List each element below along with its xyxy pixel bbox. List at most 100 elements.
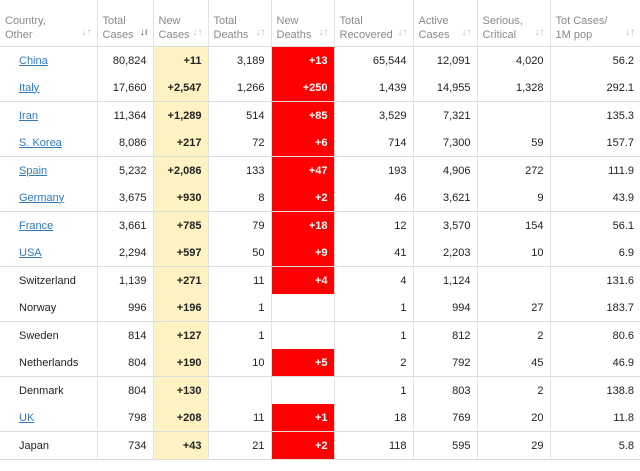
sort-desc-icon[interactable]: ↓ı bbox=[139, 27, 148, 38]
active-cases-cell: 7,300 bbox=[413, 129, 478, 157]
country-link[interactable]: Iran bbox=[19, 109, 38, 122]
total-deaths-cell: 50 bbox=[208, 239, 272, 267]
country-name: Switzerland bbox=[19, 274, 76, 287]
total-recovered-cell: 3,529 bbox=[334, 101, 414, 129]
sort-icon[interactable]: ↓↑ bbox=[255, 27, 266, 38]
country-link[interactable]: China bbox=[19, 54, 48, 67]
new-deaths-cell bbox=[271, 376, 335, 404]
active-cases-cell: 792 bbox=[413, 349, 478, 377]
col-new-deaths-header[interactable]: New Deaths ↓↑ bbox=[271, 0, 335, 47]
new-deaths-cell: +9 bbox=[271, 239, 335, 267]
new-cases-cell: +217 bbox=[153, 129, 209, 157]
total-recovered-cell: 1 bbox=[334, 294, 414, 322]
col-serious-critical-header[interactable]: Serious, Critical ↓↑ bbox=[477, 0, 551, 47]
country-cell[interactable]: France bbox=[0, 211, 98, 239]
serious-critical-cell: 20 bbox=[477, 404, 551, 432]
country-cell[interactable]: Italy bbox=[0, 74, 98, 102]
total-deaths-cell: 8 bbox=[208, 184, 272, 212]
header-row: Country, Other ↓↑ Total Cases ↓ı New Cases ↓↑… bbox=[0, 0, 640, 47]
total-cases-cell: 1,139 bbox=[97, 266, 154, 294]
active-cases-cell: 812 bbox=[413, 321, 478, 349]
active-cases-cell: 3,570 bbox=[413, 211, 478, 239]
total-deaths-cell: 11 bbox=[208, 266, 272, 294]
per-million-cell: 11.8 bbox=[550, 404, 640, 432]
col-total-deaths-header[interactable]: Total Deaths ↓↑ bbox=[208, 0, 272, 47]
new-deaths-cell: +4 bbox=[271, 266, 335, 294]
country-cell[interactable]: S. Korea bbox=[0, 129, 98, 157]
col-active-cases-header[interactable]: Active Cases ↓↑ bbox=[413, 0, 478, 47]
country-link[interactable]: S. Korea bbox=[19, 136, 62, 149]
total-recovered-cell: 65,544 bbox=[334, 46, 414, 74]
new-cases-cell: +271 bbox=[153, 266, 209, 294]
active-cases-cell: 994 bbox=[413, 294, 478, 322]
total-recovered-cell: 4 bbox=[334, 266, 414, 294]
col-new-cases-header[interactable]: New Cases ↓↑ bbox=[153, 0, 209, 47]
new-cases-cell: +2,086 bbox=[153, 156, 209, 184]
total-cases-cell: 996 bbox=[97, 294, 154, 322]
table-row: Japan 734 +43 21 +2 118 595 29 5.8 bbox=[0, 431, 640, 460]
serious-critical-cell: 59 bbox=[477, 129, 551, 157]
country-cell[interactable]: UK bbox=[0, 404, 98, 432]
country-cell[interactable]: Spain bbox=[0, 156, 98, 184]
country-link[interactable]: Italy bbox=[19, 81, 40, 94]
total-deaths-cell: 1 bbox=[208, 294, 272, 322]
total-cases-cell: 5,232 bbox=[97, 156, 154, 184]
new-cases-cell: +930 bbox=[153, 184, 209, 212]
col-country-header[interactable]: Country, Other ↓↑ bbox=[0, 0, 98, 47]
total-recovered-cell: 41 bbox=[334, 239, 414, 267]
country-name: Japan bbox=[19, 439, 49, 452]
table-row: UK 798 +208 11 +1 18 769 20 11.8 bbox=[0, 404, 640, 432]
col-total-recovered-header[interactable]: Total Recovered ↓↑ bbox=[334, 0, 414, 47]
country-cell[interactable]: Iran bbox=[0, 101, 98, 129]
country-link[interactable]: Germany bbox=[19, 191, 65, 204]
new-deaths-cell bbox=[271, 321, 335, 349]
table-row: Norway 996 +196 1 1 994 27 183.7 bbox=[0, 294, 640, 322]
sort-icon[interactable]: ↓↑ bbox=[625, 27, 635, 38]
new-deaths-cell: +1 bbox=[271, 404, 335, 432]
sort-icon[interactable]: ↓↑ bbox=[534, 27, 545, 38]
country-cell[interactable]: China bbox=[0, 46, 98, 74]
table-row: Iran 11,364 +1,289 514 +85 3,529 7,321 135.3 bbox=[0, 101, 640, 129]
per-million-cell: 43.9 bbox=[550, 184, 640, 212]
country-cell[interactable]: USA bbox=[0, 239, 98, 267]
table-row: Switzerland 1,139 +271 11 +4 4 1,124 131.6 bbox=[0, 266, 640, 294]
new-deaths-cell: +2 bbox=[271, 431, 335, 460]
country-cell: Netherlands bbox=[0, 349, 98, 377]
active-cases-cell: 12,091 bbox=[413, 46, 478, 74]
new-cases-cell: +11 bbox=[153, 46, 209, 74]
country-link[interactable]: USA bbox=[19, 246, 42, 259]
total-deaths-cell: 79 bbox=[208, 211, 272, 239]
active-cases-cell: 769 bbox=[413, 404, 478, 432]
col-total-cases-header[interactable]: Total Cases ↓ı bbox=[97, 0, 154, 47]
sort-icon[interactable]: ↓↑ bbox=[461, 27, 472, 38]
sort-icon[interactable]: ↓↑ bbox=[318, 27, 329, 38]
total-cases-cell: 2,294 bbox=[97, 239, 154, 267]
new-deaths-cell: +47 bbox=[271, 156, 335, 184]
total-cases-cell: 8,086 bbox=[97, 129, 154, 157]
serious-critical-cell: 29 bbox=[477, 431, 551, 460]
sort-icon[interactable]: ↓↑ bbox=[81, 27, 92, 38]
country-link[interactable]: UK bbox=[19, 411, 35, 424]
total-cases-cell: 3,661 bbox=[97, 211, 154, 239]
serious-critical-cell bbox=[477, 101, 551, 129]
sort-icon[interactable]: ↓↑ bbox=[192, 27, 203, 38]
country-cell: Japan bbox=[0, 431, 98, 460]
country-cell[interactable]: Germany bbox=[0, 184, 98, 212]
total-deaths-cell: 1 bbox=[208, 321, 272, 349]
table-row: Netherlands 804 +190 10 +5 2 792 45 46.9 bbox=[0, 349, 640, 377]
country-link[interactable]: Spain bbox=[19, 164, 48, 177]
per-million-cell: 56.2 bbox=[612, 54, 634, 67]
sort-icon[interactable]: ↓↑ bbox=[397, 27, 408, 38]
serious-critical-cell: 10 bbox=[477, 239, 551, 267]
col-serious-critical-label: Serious, Critical bbox=[482, 15, 523, 41]
col-cases-per-million-header[interactable]: Tot Cases/ 1M pop ↓↑ bbox=[550, 0, 640, 47]
total-recovered-cell: 1 bbox=[334, 376, 414, 404]
country-link[interactable]: France bbox=[19, 219, 54, 232]
table-row: Denmark 804 +130 1 803 2 138.8 bbox=[0, 376, 640, 404]
active-cases-cell: 2,203 bbox=[413, 239, 478, 267]
country-cell: Switzerland bbox=[0, 266, 98, 294]
serious-critical-cell: 2 bbox=[477, 321, 551, 349]
serious-critical-cell: 9 bbox=[477, 184, 551, 212]
col-new-cases-label: New Cases bbox=[158, 15, 190, 41]
country-cell: Denmark bbox=[0, 376, 98, 404]
